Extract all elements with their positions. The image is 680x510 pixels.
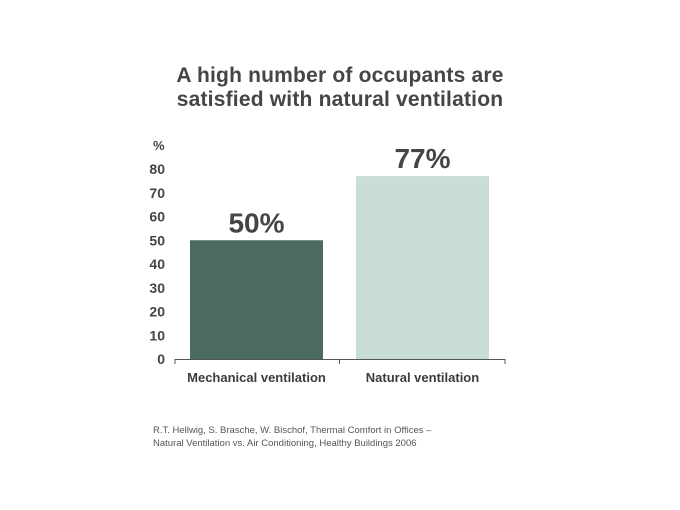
x-category-label: Natural ventilation xyxy=(366,370,479,385)
y-tick-label: 10 xyxy=(149,327,165,343)
bar xyxy=(190,240,323,359)
data-label: 77% xyxy=(394,143,450,174)
y-tick-label: 40 xyxy=(149,256,165,272)
bar xyxy=(356,176,489,359)
source-citation: R.T. Hellwig, S. Brasche, W. Bischof, Th… xyxy=(153,424,431,450)
chart-title-line-2: satisfied with natural ventilation xyxy=(176,88,504,111)
chart-title: A high number of occupants are satisfied… xyxy=(0,64,680,112)
source-line-1: R.T. Hellwig, S. Brasche, W. Bischof, Th… xyxy=(153,425,432,436)
y-tick-label: 30 xyxy=(149,280,165,296)
y-axis-ticks: 0 10 20 30 40 50 60 70 80 xyxy=(149,161,165,367)
data-label: 50% xyxy=(228,207,284,238)
y-tick-label: 0 xyxy=(157,351,165,367)
chart-title-line-1: A high number of occupants are xyxy=(176,64,504,87)
bars: 50% Mechanical ventilation 77% Natural vent… xyxy=(187,143,489,385)
source-line-2: Natural Ventilation vs. Air Conditioning… xyxy=(153,438,417,449)
y-tick-label: 20 xyxy=(149,304,165,320)
y-tick-label: 70 xyxy=(149,185,165,201)
y-tick-label: 80 xyxy=(149,161,165,177)
y-tick-label: 50 xyxy=(149,232,165,248)
x-axis-ticks xyxy=(174,359,506,364)
x-category-label: Mechanical ventilation xyxy=(187,370,326,385)
y-axis-unit-label: % xyxy=(153,138,165,153)
y-tick-label: 60 xyxy=(149,209,165,225)
